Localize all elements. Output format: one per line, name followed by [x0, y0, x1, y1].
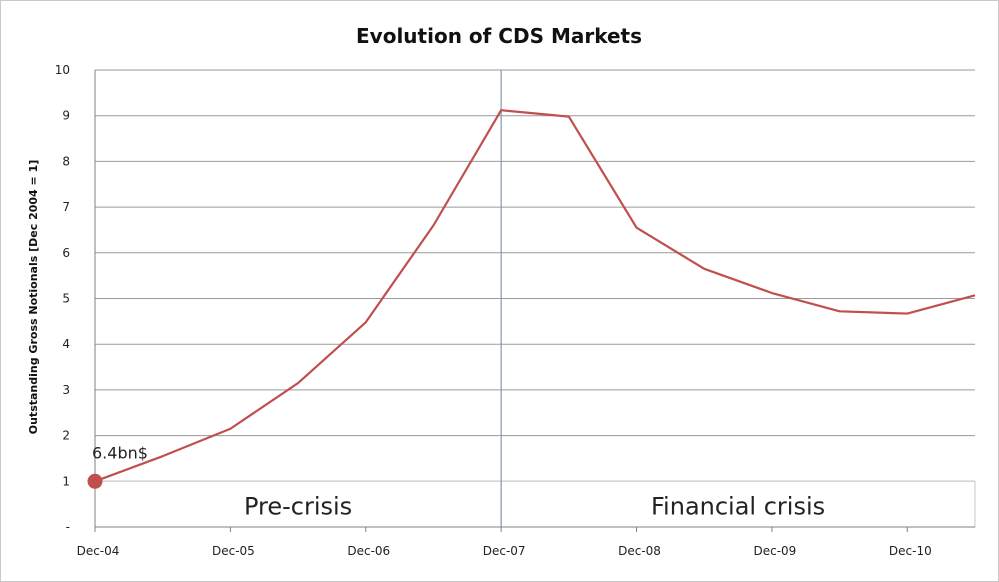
x-tick-label: Dec-09: [754, 544, 797, 558]
series-line: [94, 109, 976, 483]
y-tick-label: 10: [55, 63, 70, 77]
x-tick-label: Dec-04: [77, 544, 120, 558]
x-tick-label: Dec-05: [212, 544, 255, 558]
axes: - 1 2 3 4 5 6 7 8 9 10 Dec-04 Dec-05 Dec-06 Dec-07 Dec-…: [55, 63, 975, 558]
x-tick-label: Dec-06: [347, 544, 390, 558]
phase-boxes: [94, 480, 976, 528]
chart-title: Evolution of CDS Markets: [356, 24, 642, 48]
series-layer: [87, 109, 976, 489]
y-tick-label: 2: [62, 429, 70, 443]
x-tick-label: Dec-07: [483, 544, 526, 558]
y-tick-label: 4: [62, 337, 70, 351]
y-tick-label: 8: [62, 154, 70, 168]
x-tick-label: Dec-08: [618, 544, 661, 558]
y-tick-label: 5: [62, 292, 70, 306]
y-tick-label: 9: [62, 109, 70, 123]
y-tick-label: 3: [62, 383, 70, 397]
y-tick-label: 7: [62, 200, 70, 214]
gridlines: [95, 69, 975, 482]
start-point-marker: [87, 473, 103, 489]
phase-label: Financial crisis: [651, 492, 825, 520]
y-tick-label: 1: [62, 474, 70, 488]
start-point-label: 6.4bn$: [92, 443, 148, 462]
labels: Pre-crisis Financial crisis 6.4bn$: [92, 443, 825, 520]
y-tick-label: -: [66, 520, 70, 534]
y-axis-label: Outstanding Gross Notionals [Dec 2004 = …: [27, 160, 40, 435]
phase-label: Pre-crisis: [244, 492, 352, 520]
x-tick-label: Dec-10: [889, 544, 932, 558]
y-tick-label: 6: [62, 246, 70, 260]
